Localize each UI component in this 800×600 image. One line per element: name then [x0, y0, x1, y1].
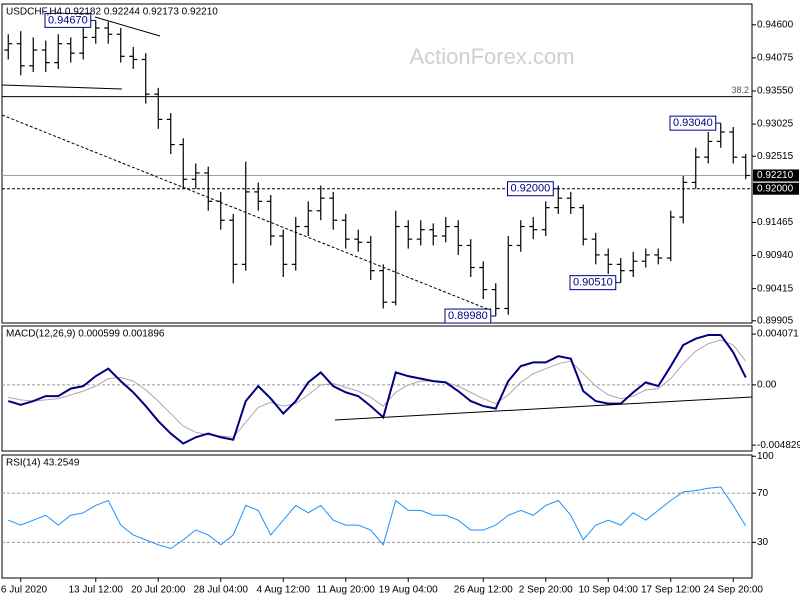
y-tick-label: 0.93025	[757, 119, 794, 130]
x-tick-label: 11 Aug 20:00	[317, 585, 376, 596]
annotation-label: 0.94670	[48, 14, 88, 26]
trend-line	[1, 84, 123, 90]
y-tick-label: 100	[757, 451, 774, 462]
panel-title: MACD(12,26,9) 0.000599 0.001896	[6, 329, 165, 340]
watermark: ActionForex.com	[409, 44, 574, 69]
y-tick-label: 0.89905	[757, 315, 794, 326]
x-tick-label: 6 Jul 2020	[1, 585, 48, 596]
x-tick-label: 4 Aug 12:00	[257, 585, 311, 596]
y-tick-label: 0.00	[757, 380, 777, 391]
y-tick-label: -0.004829	[757, 440, 800, 451]
x-tick-label: 28 Jul 04:00	[194, 585, 249, 596]
panel-frame	[1, 454, 753, 579]
y-tick-label: 0.90940	[757, 250, 794, 261]
annotation: 0.92000	[506, 181, 559, 197]
annotation: 0.89980	[444, 308, 496, 324]
x-tick-label: 10 Sep 04:00	[579, 585, 639, 596]
annotation: 0.90510	[569, 275, 621, 291]
axis-price-box	[753, 182, 799, 195]
axis-price-box	[753, 169, 799, 182]
x-tick-label: 24 Sep 20:00	[704, 585, 764, 596]
annotation: 0.94670	[44, 12, 96, 28]
series-line	[8, 339, 747, 438]
x-tick-label: 20 Jul 20:00	[131, 585, 186, 596]
y-tick-label: 0.92515	[757, 151, 794, 162]
x-tick-label: 17 Sep 12:00	[641, 585, 701, 596]
y-tick-label: 0.94075	[757, 53, 794, 64]
annotation-label: 0.93040	[673, 117, 713, 129]
y-tick-label: 0.90415	[757, 283, 794, 294]
panel-title: USDCHF,H4 0.92182 0.92244 0.92173 0.9221…	[6, 7, 218, 18]
x-tick-label: 13 Jul 12:00	[69, 585, 124, 596]
panel-frame	[1, 325, 753, 452]
panel-frame	[1, 3, 753, 324]
trend-line	[334, 396, 753, 421]
annotation: 0.93040	[669, 115, 721, 131]
series-line	[7, 333, 747, 445]
annotation-label: 0.89980	[448, 310, 488, 322]
y-tick-label: 0.004071	[757, 329, 799, 340]
annotation-label: 0.92000	[510, 183, 550, 195]
y-tick-label: 0.91465	[757, 217, 794, 228]
trend-line	[1, 114, 491, 311]
y-tick-label: 0.93550	[757, 86, 794, 97]
axis-price-label: 0.92000	[757, 183, 794, 194]
panel-title: RSI(14) 43.2549	[6, 458, 80, 469]
y-tick-label: 30	[757, 537, 769, 548]
y-tick-label: 0.94600	[757, 19, 794, 30]
annotation-label: 0.90510	[573, 277, 613, 289]
x-tick-label: 19 Aug 04:00	[379, 585, 438, 596]
level-label: 38.2	[731, 85, 749, 95]
x-tick-label: 2 Sep 20:00	[519, 585, 573, 596]
x-tick-label: 26 Aug 12:00	[454, 585, 513, 596]
trend-line	[94, 16, 161, 37]
y-tick-label: 70	[757, 488, 769, 499]
series-line	[8, 486, 747, 550]
trend-lines	[1, 16, 753, 421]
axis-price-label: 0.92210	[757, 170, 794, 181]
